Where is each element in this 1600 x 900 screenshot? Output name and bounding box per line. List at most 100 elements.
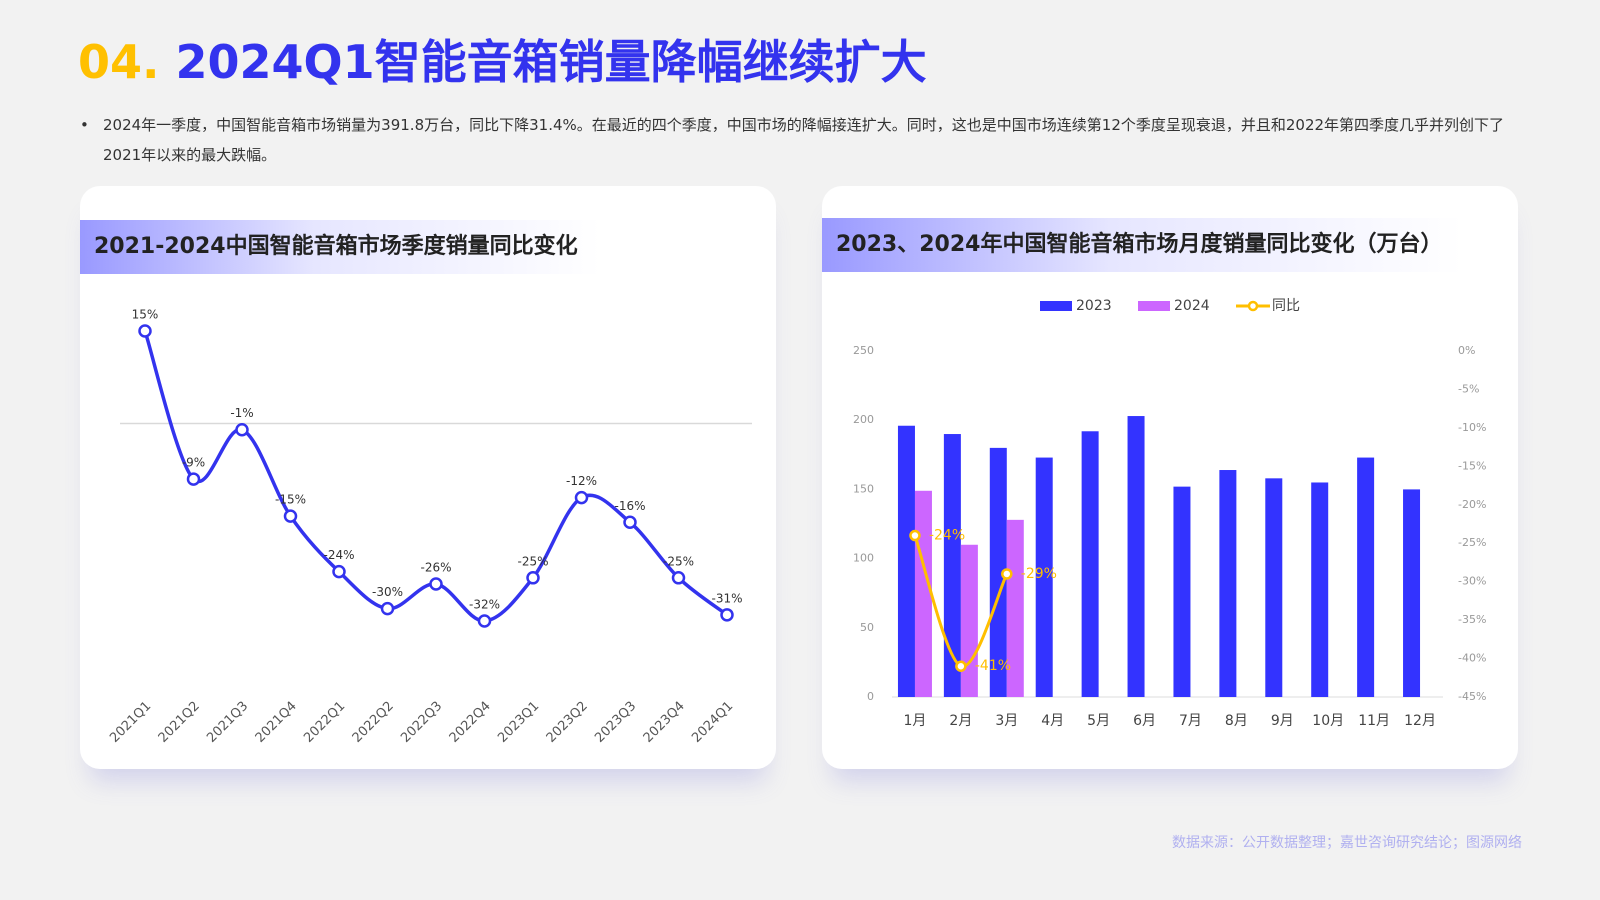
bullet-marker: •: [80, 116, 89, 134]
panel: 2023、2024年中国智能音箱市场月度销量同比变化（万台） 0 50 100 150…: [822, 186, 1518, 769]
chart-title: 2023、2024年中国智能音箱市场月度销量同比变化（万台）: [836, 231, 1442, 257]
data-label: -29%: [1021, 566, 1057, 582]
y2-tick-label: -10%: [1458, 421, 1486, 434]
y-tick-label: 200: [853, 413, 874, 426]
bullet-text: 2024年一季度，中国智能音箱市场销量为391.8万台，同比下降31.4%。在最…: [103, 116, 1505, 164]
y2-tick-label: -20%: [1458, 498, 1486, 511]
legend-label: 2023: [1076, 298, 1112, 314]
x-tick-label: 8月: [1225, 713, 1248, 729]
data-label: 15%: [132, 308, 159, 322]
bar: [1006, 519, 1024, 697]
x-tick-label: 10月: [1312, 713, 1344, 729]
title-text: 2024Q1智能音箱销量降幅继续扩大: [175, 35, 927, 89]
bar: [1081, 431, 1099, 697]
point: [138, 324, 152, 338]
point: [623, 515, 637, 530]
x-tick-label: 5月: [1087, 713, 1110, 729]
point: [332, 564, 346, 579]
data-label: -25%: [663, 554, 694, 568]
x-tick-label: 2023Q4: [641, 699, 688, 746]
legend-swatch: [1247, 300, 1259, 312]
point: [955, 660, 967, 672]
page-title: 04. 2024Q1智能音箱销量降幅继续扩大: [78, 26, 927, 92]
bar: [1173, 486, 1191, 697]
point: [574, 490, 589, 505]
data-label: -12%: [566, 474, 597, 488]
bar: [914, 490, 932, 697]
point: [671, 571, 686, 585]
point: [526, 571, 540, 585]
y2-tick-label: -5%: [1458, 382, 1479, 395]
y-tick-label: 250: [853, 344, 874, 357]
bar: [1127, 416, 1145, 697]
y2-tick-label: -35%: [1458, 613, 1486, 626]
x-tick-label: 2022Q3: [398, 699, 445, 746]
legend-label: 2024: [1174, 298, 1210, 314]
point: [429, 577, 443, 591]
point: [909, 529, 921, 542]
data-label: -16%: [614, 499, 645, 513]
data-label: -1%: [230, 406, 253, 420]
bar: [989, 447, 1007, 697]
x-tick-label: 7月: [1179, 713, 1202, 729]
data-label: -26%: [420, 560, 451, 574]
point: [477, 614, 492, 628]
y2-tick-label: -45%: [1458, 690, 1486, 703]
point: [186, 472, 201, 486]
legend-label: 同比: [1272, 298, 1300, 314]
x-tick-label: 2023Q3: [592, 699, 639, 746]
point: [1001, 568, 1013, 580]
data-label: -25%: [517, 554, 548, 568]
title-number: 04.: [78, 35, 160, 89]
data-label: -41%: [975, 658, 1011, 674]
title-band: [80, 220, 600, 274]
y-tick-label: 150: [853, 482, 874, 495]
bar: [943, 434, 961, 697]
source: 数据来源：公开数据整理；嘉世咨询研究结论；图源网络: [1172, 835, 1522, 851]
bar: [1357, 457, 1375, 697]
x-tick-label: 3月: [995, 713, 1018, 729]
x-tick-label: 11月: [1358, 713, 1390, 729]
x-tick-label: 6月: [1133, 713, 1156, 729]
bar: [1219, 470, 1237, 697]
x-tick-label: 2023Q2: [544, 699, 591, 746]
y2-tick-label: -40%: [1458, 652, 1486, 665]
x-tick-label: 2024Q1: [689, 699, 736, 746]
y2-tick-label: -30%: [1458, 575, 1486, 588]
bar: [1403, 489, 1421, 697]
y2-tick-label: -15%: [1458, 459, 1486, 472]
point: [235, 422, 249, 437]
x-tick-label: 2022Q2: [350, 699, 397, 746]
y2-tick-label: 0%: [1458, 344, 1475, 357]
y-tick-label: 50: [860, 621, 874, 634]
x-tick-label: 4月: [1041, 713, 1064, 729]
x-tick-label: 1月: [903, 713, 926, 729]
point: [380, 601, 395, 616]
x-tick-label: 2023Q1: [495, 699, 542, 746]
x-tick-label: 2022Q4: [447, 699, 494, 746]
x-tick-label: 2021Q1: [107, 699, 154, 746]
legend-swatch: [1138, 301, 1170, 311]
chart: 2021-2024中国智能音箱市场季度销量同比变化 15% 2021Q1 -9% 20…: [80, 220, 752, 746]
x-tick-label: 12月: [1404, 713, 1436, 729]
chart: 2023、2024年中国智能音箱市场月度销量同比变化（万台） 0 50 100 150…: [822, 218, 1486, 729]
x-tick-label: 2月: [949, 713, 972, 729]
title-band: [822, 218, 1462, 272]
line: [143, 330, 729, 623]
data-label: -31%: [711, 591, 742, 605]
point: [283, 509, 298, 523]
bar: [1311, 482, 1329, 697]
data-label: -9%: [182, 456, 205, 470]
data-label: -24%: [929, 528, 965, 544]
data-label: -24%: [323, 548, 354, 562]
x-tick-label: 2021Q2: [156, 699, 203, 746]
bar: [897, 425, 915, 697]
data-label: -32%: [469, 598, 500, 612]
x-tick-label: 2022Q1: [301, 699, 348, 746]
y2-tick-label: -25%: [1458, 536, 1486, 549]
x-tick-label: 2021Q3: [204, 699, 251, 746]
bar: [1035, 457, 1053, 697]
x-tick-label: 2021Q4: [253, 699, 300, 746]
legend-swatch: [1040, 301, 1072, 311]
